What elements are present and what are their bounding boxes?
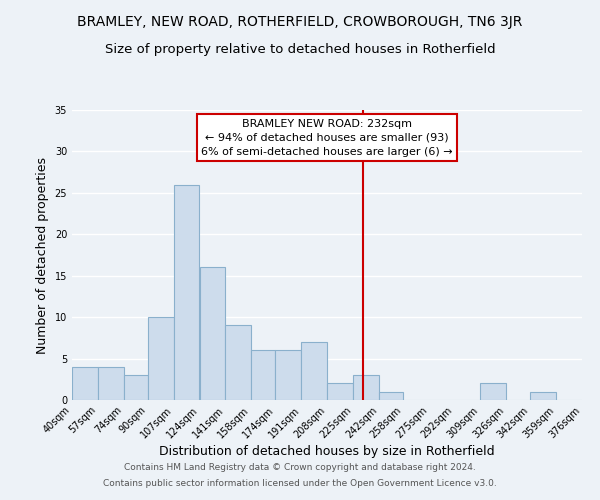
Bar bbox=[173, 184, 199, 400]
Bar bbox=[301, 342, 327, 400]
X-axis label: Distribution of detached houses by size in Rotherfield: Distribution of detached houses by size … bbox=[159, 446, 495, 458]
Bar bbox=[98, 367, 124, 400]
Bar bbox=[327, 384, 353, 400]
Bar bbox=[199, 268, 226, 400]
Bar bbox=[72, 367, 98, 400]
Bar bbox=[530, 392, 556, 400]
Text: BRAMLEY NEW ROAD: 232sqm
← 94% of detached houses are smaller (93)
6% of semi-de: BRAMLEY NEW ROAD: 232sqm ← 94% of detach… bbox=[201, 118, 453, 156]
Bar bbox=[148, 317, 173, 400]
Y-axis label: Number of detached properties: Number of detached properties bbox=[36, 156, 49, 354]
Bar bbox=[251, 350, 275, 400]
Bar bbox=[379, 392, 403, 400]
Bar bbox=[353, 375, 379, 400]
Text: Contains public sector information licensed under the Open Government Licence v3: Contains public sector information licen… bbox=[103, 478, 497, 488]
Bar bbox=[481, 384, 506, 400]
Text: Size of property relative to detached houses in Rotherfield: Size of property relative to detached ho… bbox=[104, 42, 496, 56]
Text: Contains HM Land Registry data © Crown copyright and database right 2024.: Contains HM Land Registry data © Crown c… bbox=[124, 464, 476, 472]
Bar bbox=[124, 375, 148, 400]
Bar bbox=[226, 326, 251, 400]
Bar bbox=[275, 350, 301, 400]
Text: BRAMLEY, NEW ROAD, ROTHERFIELD, CROWBOROUGH, TN6 3JR: BRAMLEY, NEW ROAD, ROTHERFIELD, CROWBORO… bbox=[77, 15, 523, 29]
